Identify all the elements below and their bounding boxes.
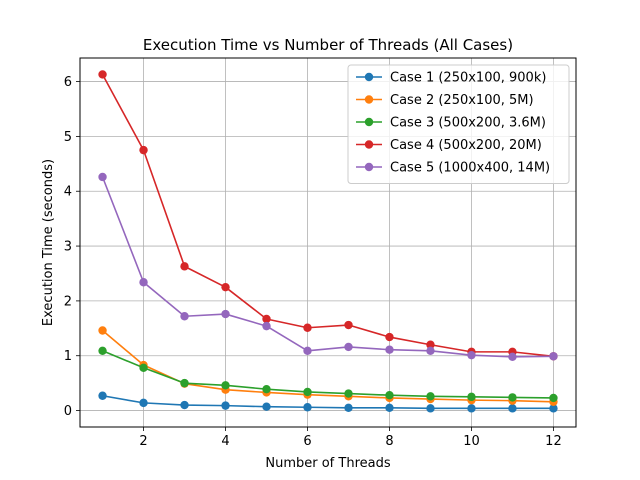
data-point [180, 378, 189, 388]
x-tick-label: 6 [303, 434, 311, 449]
x-tick-label: 12 [545, 434, 562, 449]
legend-label: Case 1 (250x100, 900k) [390, 71, 546, 86]
data-point [262, 321, 271, 331]
legend-label: Case 3 (500x200, 3.6M) [390, 116, 546, 131]
data-point [549, 393, 558, 403]
data-point [180, 262, 189, 271]
data-point [262, 384, 271, 394]
legend-item: Case 1 (250x100, 900k) [356, 71, 546, 86]
data-point [385, 390, 394, 400]
series-line [102, 350, 554, 399]
data-point [98, 70, 107, 79]
data-point [344, 320, 353, 330]
data-point [549, 352, 558, 361]
legend-marker [364, 117, 374, 127]
data-point [549, 404, 558, 413]
legend-item: Case 5 (1000x400, 14M) [356, 161, 550, 176]
chart-title: Execution Time vs Number of Threads (All… [143, 36, 513, 54]
data-point [426, 340, 435, 349]
series-line [101, 74, 554, 358]
series-line [101, 176, 554, 358]
data-point [139, 278, 148, 287]
plot-frame [79, 57, 577, 428]
data-point [262, 402, 271, 411]
data-point [303, 403, 312, 412]
y-tick-label: 4 [64, 185, 72, 200]
data-point [344, 342, 353, 352]
y-tick-label: 5 [64, 130, 72, 145]
legend-box [347, 64, 570, 184]
data-point [221, 401, 230, 410]
data-point [467, 404, 476, 413]
data-point [385, 332, 394, 342]
y-tick-label: 3 [64, 240, 72, 255]
data-point [508, 393, 517, 402]
data-point [98, 172, 107, 182]
x-axis-label: Number of Threads [265, 456, 390, 471]
series-1 [98, 391, 558, 413]
data-point [221, 381, 230, 390]
y-tick-label: 6 [64, 75, 72, 90]
data-point [180, 312, 189, 321]
data-point [139, 145, 148, 155]
data-point [508, 404, 517, 413]
legend-label: Case 5 (1000x400, 14M) [390, 161, 550, 176]
data-point [303, 323, 312, 332]
data-point [221, 282, 230, 292]
series-3 [98, 346, 558, 403]
x-tick-label: 4 [221, 434, 229, 449]
y-tick-label: 1 [64, 349, 72, 364]
legend-item: Case 2 (250x100, 5M) [356, 93, 534, 108]
legend-marker [364, 72, 374, 82]
data-point [344, 389, 353, 398]
data-point [385, 403, 394, 413]
series-line [102, 394, 554, 410]
data-point [426, 392, 435, 401]
legend-marker [364, 140, 374, 149]
series-layer [98, 70, 558, 413]
data-point [98, 346, 107, 355]
legend-marker [364, 95, 374, 104]
y-axis-label: Execution Time (seconds) [41, 159, 56, 326]
legend-marker [364, 162, 374, 172]
data-point [262, 314, 271, 324]
data-point [426, 346, 435, 355]
data-point [426, 404, 435, 413]
legend-label: Case 4 (500x200, 20M) [390, 138, 542, 153]
data-point [180, 400, 189, 410]
y-tick-label: 2 [64, 294, 72, 309]
legend-item: Case 4 (500x200, 20M) [356, 138, 542, 153]
data-point [303, 387, 312, 397]
legend-item: Case 3 (500x200, 3.6M) [356, 116, 546, 131]
data-point [98, 391, 107, 400]
data-point [98, 326, 107, 335]
data-point [221, 309, 230, 319]
legend: Case 1 (250x100, 900k) Case 2 (250x100, 5… [347, 64, 570, 184]
legend-label: Case 2 (250x100, 5M) [390, 93, 534, 108]
data-point [303, 346, 312, 355]
x-tick-label: 10 [463, 434, 480, 449]
series-5 [98, 172, 558, 362]
data-point [467, 392, 476, 402]
y-tick-label: 0 [64, 404, 72, 419]
data-point [467, 350, 476, 360]
data-point [385, 345, 394, 354]
data-point [508, 352, 517, 362]
data-point [139, 398, 148, 408]
grid [80, 58, 576, 427]
x-tick-label: 8 [385, 434, 393, 449]
data-point [344, 403, 353, 413]
data-point [139, 363, 148, 372]
x-tick-label: 2 [139, 434, 147, 449]
